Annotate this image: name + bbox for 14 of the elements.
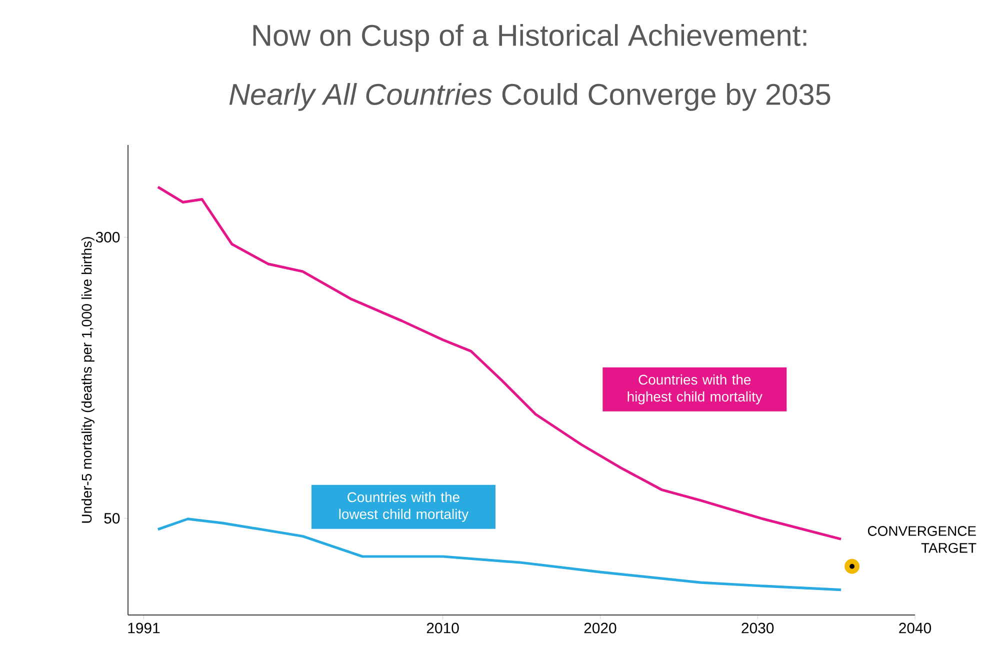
text: Countries with the highest child mortality (628, 374, 762, 404)
annotation: CONVERGENCE TARGET (868, 526, 976, 553)
x-tick-label: 2030 (742, 622, 774, 634)
y-tick-label: 300 (96, 232, 120, 242)
x-tick-label: 2040 (899, 622, 932, 634)
chart-title: Now on Cusp of a Historical Achievement: (253, 24, 806, 52)
x-tick-label: 2010 (426, 622, 459, 634)
x-tick-label: 1991 (128, 622, 160, 634)
y-axis-title: Under-5 mortality (deaths per 1,000 live births) (81, 237, 94, 523)
series-label: Countries with the lowest child mortality (339, 492, 469, 522)
y-tick-label: 50 (104, 513, 120, 524)
x-tick-label: 2020 (584, 622, 616, 634)
line-series (156, 186, 842, 540)
chart-subtitle: Nearly All Countries Could Converge by 2035 (229, 83, 830, 111)
